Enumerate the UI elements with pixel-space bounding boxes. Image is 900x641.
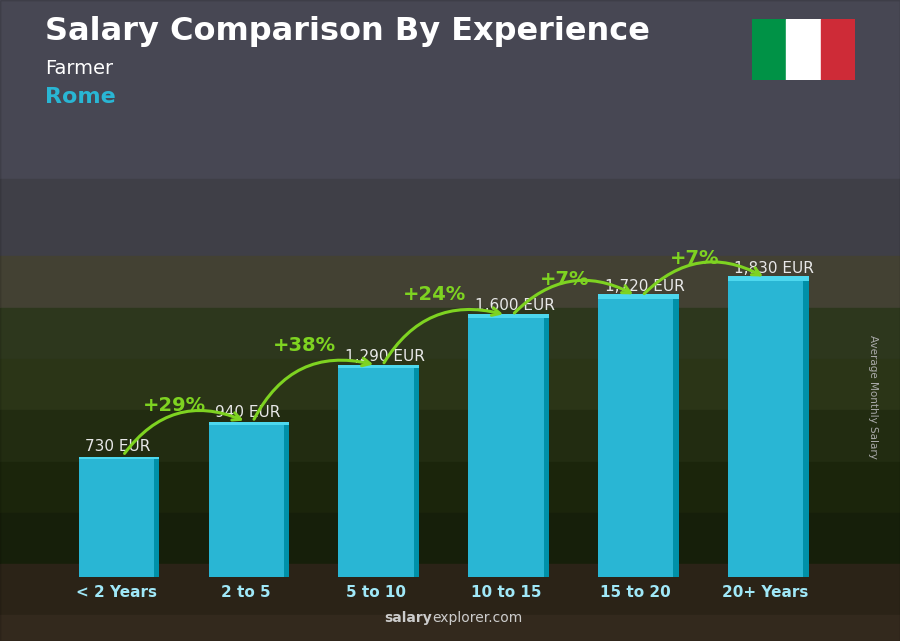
Text: Farmer: Farmer <box>45 59 113 78</box>
Bar <box>821 19 855 80</box>
Text: salary: salary <box>384 611 432 625</box>
Bar <box>414 369 419 577</box>
Text: 730 EUR: 730 EUR <box>86 439 150 454</box>
Bar <box>209 425 284 577</box>
Bar <box>598 299 673 577</box>
Bar <box>598 294 679 299</box>
Bar <box>468 319 544 577</box>
Text: 1,290 EUR: 1,290 EUR <box>345 349 425 363</box>
Bar <box>0 256 900 320</box>
Text: +24%: +24% <box>403 285 466 304</box>
Text: +29%: +29% <box>143 396 206 415</box>
Text: 1,600 EUR: 1,600 EUR <box>475 299 554 313</box>
Bar <box>0 0 900 179</box>
Bar <box>209 422 289 425</box>
Text: Salary Comparison By Experience: Salary Comparison By Experience <box>45 16 650 47</box>
Text: +7%: +7% <box>540 270 590 289</box>
Bar <box>468 313 549 319</box>
Bar <box>786 19 821 80</box>
Bar <box>728 276 808 281</box>
Bar <box>0 462 900 513</box>
Text: 940 EUR: 940 EUR <box>215 405 281 420</box>
Bar <box>0 308 900 359</box>
Bar <box>338 369 414 577</box>
Text: +7%: +7% <box>670 249 719 268</box>
Bar <box>0 564 900 615</box>
Bar <box>0 179 900 256</box>
Bar <box>673 299 679 577</box>
Bar <box>752 19 786 80</box>
Bar <box>79 457 159 459</box>
Bar <box>0 615 900 641</box>
Bar <box>728 281 803 577</box>
Bar <box>284 425 289 577</box>
Bar <box>0 410 900 462</box>
Bar <box>544 319 549 577</box>
Bar <box>803 281 808 577</box>
Text: +38%: +38% <box>273 337 337 356</box>
Bar <box>154 459 159 577</box>
Text: 1,720 EUR: 1,720 EUR <box>605 279 684 294</box>
Text: Rome: Rome <box>45 87 116 106</box>
Text: Average Monthly Salary: Average Monthly Salary <box>868 335 878 460</box>
Bar <box>79 459 154 577</box>
Bar <box>338 365 419 369</box>
Bar <box>0 513 900 564</box>
Text: explorer.com: explorer.com <box>432 611 522 625</box>
Bar <box>0 359 900 410</box>
Text: 1,830 EUR: 1,830 EUR <box>734 262 814 276</box>
